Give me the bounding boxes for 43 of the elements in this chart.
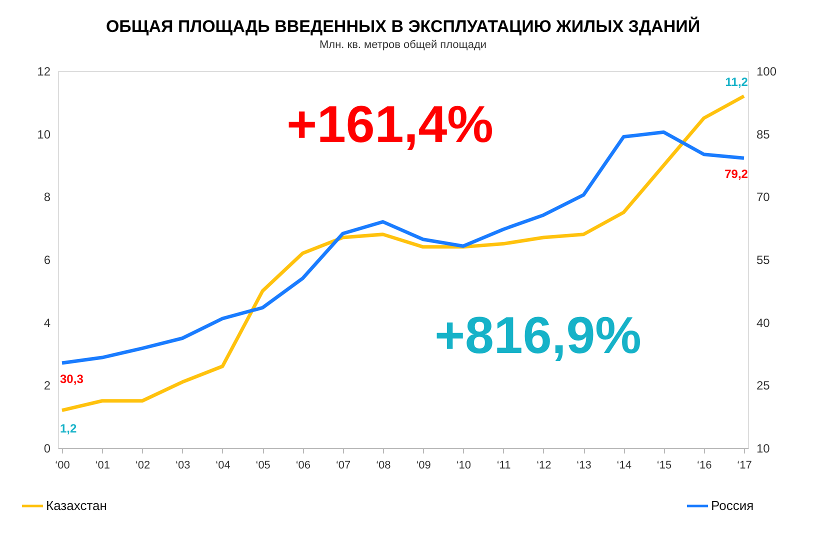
y2-tick-label: 100	[756, 64, 777, 78]
y2-tick-label: 55	[756, 253, 770, 267]
x-tick-label: ‘04	[216, 460, 230, 472]
y2-tick-label: 40	[756, 316, 770, 330]
x-tick-label: ‘15	[656, 460, 672, 472]
y-tick-label: 12	[37, 64, 51, 78]
y-tick-label: 10	[37, 127, 51, 142]
chart-subtitle: Млн. кв. метров общей площади	[319, 39, 487, 51]
x-tick-label: ‘02	[135, 460, 150, 472]
data-label: 11,2	[725, 75, 748, 90]
y2-tick-label: 25	[756, 378, 770, 393]
x-tick-label: ‘17	[737, 460, 752, 472]
y2-tick-label: 85	[756, 127, 770, 142]
chart-title: ОБЩАЯ ПЛОЩАДЬ ВВЕДЕННЫХ В ЭКСПЛУАТАЦИЮ ЖИЛЫХ ЗДАНИЙ	[106, 16, 700, 36]
y-tick-label: 4	[44, 316, 51, 330]
y2-tick-label: 10	[756, 442, 770, 456]
x-tick-label: ‘05	[256, 460, 270, 472]
line-series	[60, 94, 746, 412]
x-tick-label: ‘03	[176, 460, 190, 472]
y-tick-label: 0	[44, 442, 51, 456]
x-tick-label: ‘16	[697, 460, 712, 472]
x-tick-label: ‘01	[95, 460, 110, 472]
x-tick-label: ‘09	[416, 460, 431, 472]
annotation: +161,4%	[286, 96, 494, 154]
x-tick-label: ‘13	[576, 460, 592, 472]
legend-label: Россия	[711, 498, 754, 513]
x-tick-label: ‘10	[456, 460, 472, 472]
data-label: 79,2	[724, 167, 748, 182]
annotation: +816,9%	[434, 307, 642, 365]
legend-label: Казахстан	[46, 498, 107, 513]
x-tick-label: ‘14	[616, 460, 632, 472]
x-tick-label: ‘12	[536, 460, 552, 472]
x-tick-label: ‘00	[55, 460, 70, 472]
x-tick-label: ‘07	[336, 460, 351, 472]
y-tick-label: 8	[44, 190, 51, 204]
x-tick-label: ‘06	[296, 460, 311, 472]
x-tick-label: ‘08	[376, 460, 391, 472]
y-tick-label: 6	[44, 253, 51, 267]
x-tick-label: ‘11	[496, 460, 511, 472]
y-tick-label: 2	[44, 378, 51, 393]
y2-tick-label: 70	[756, 190, 770, 204]
data-label: 1,2	[60, 421, 78, 436]
data-label: 30,3	[60, 372, 84, 386]
